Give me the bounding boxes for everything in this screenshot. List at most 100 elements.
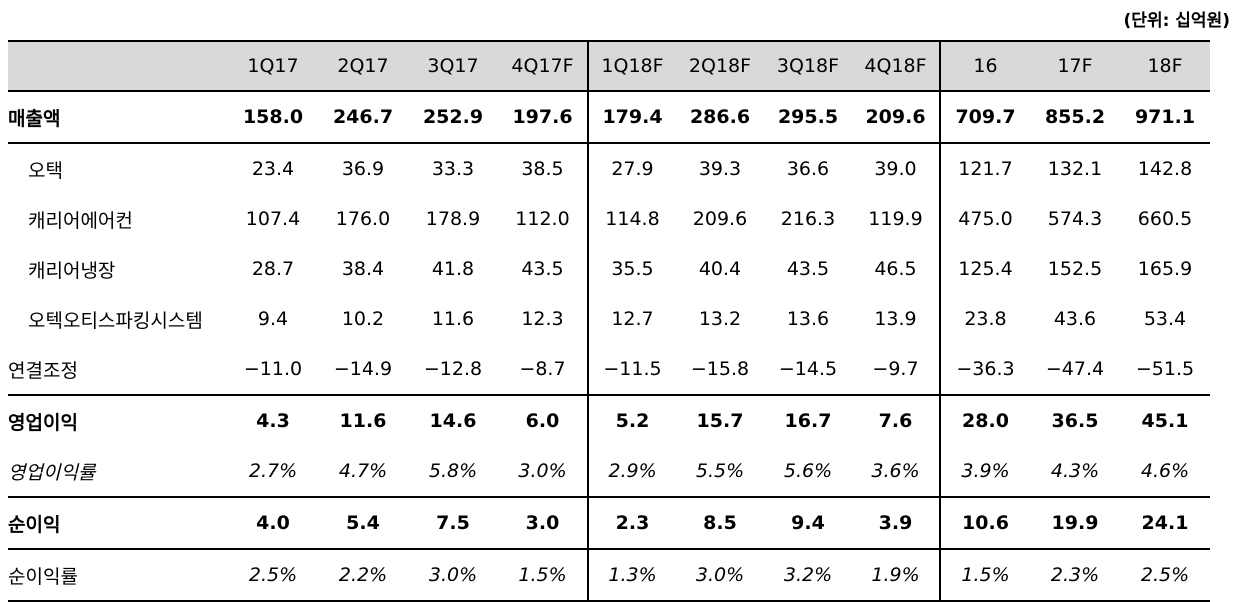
table-row-otis-parking: 오텍오티스파킹시스템 9.4 10.2 11.6 12.3 12.7 13.2 …: [8, 294, 1210, 344]
table-cell: 855.2: [1044, 106, 1106, 128]
table-cell: 178.9: [425, 208, 481, 230]
table-cell: 46.5: [874, 258, 917, 280]
table-cell: −11.0: [243, 358, 303, 380]
table-cell: 5.5%: [695, 460, 745, 482]
table-cell: −11.5: [587, 344, 676, 395]
table-row-net-margin: 순이익률 2.5% 2.2% 3.0% 1.5% 1.3% 3.0% 3.2% …: [8, 548, 1210, 602]
table-cell: −9.7: [872, 358, 919, 380]
table-cell: 14.6: [408, 394, 498, 446]
table-cell: 197.6: [512, 106, 573, 128]
table-cell: 43.5: [521, 258, 564, 280]
table-cell: 252.9: [422, 106, 484, 128]
table-cell: 1.3%: [587, 548, 676, 602]
table-cell: 152.5: [1047, 258, 1103, 280]
table-cell: 28.0: [939, 394, 1030, 446]
table-row-carrier-aircon: 캐리어에어컨 107.4 176.0 178.9 112.0 114.8 209…: [8, 194, 1210, 244]
table-cell: −8.7: [519, 358, 566, 380]
row-label: 캐리어에어컨: [28, 209, 133, 232]
table-row-carrier-refrigeration: 캐리어냉장 28.7 38.4 41.8 43.5 35.5 40.4 43.5…: [8, 244, 1210, 294]
table-cell: 7.5: [408, 496, 498, 549]
table-cell: 11.6: [318, 394, 408, 446]
table-cell: 216.3: [780, 208, 836, 230]
table-cell: 3.0%: [518, 460, 567, 482]
table-cell: 38.5: [498, 142, 588, 194]
table-row-operating-margin: 영업이익률 2.7% 4.7% 5.8% 3.0% 2.9% 5.5% 5.6%…: [8, 446, 1210, 497]
table-cell: 13.9: [874, 308, 917, 330]
row-label: 순이익률: [8, 548, 228, 602]
table-cell: 2.9%: [587, 446, 676, 497]
column-header: 16: [939, 40, 1030, 92]
table-cell: 11.6: [431, 308, 475, 330]
table-cell: 4.3: [228, 394, 318, 446]
table-cell: 114.8: [587, 194, 676, 244]
table-cell: 3.9: [852, 496, 940, 549]
table-cell: 286.6: [689, 106, 751, 128]
table-cell: 12.7: [587, 294, 676, 344]
table-cell: 35.5: [587, 244, 676, 294]
table-cell: 2.3%: [1030, 548, 1120, 602]
table-cell: 4.0: [228, 496, 318, 549]
table-cell: 23.4: [228, 142, 318, 194]
table-cell: 23.8: [939, 294, 1030, 344]
table-cell: 38.4: [341, 258, 385, 280]
table-cell: 15.7: [676, 394, 764, 446]
row-label: 매출액: [8, 107, 61, 130]
table-cell: −12.8: [423, 358, 483, 380]
row-label: 순이익: [8, 496, 228, 549]
table-row-operating-profit: 영업이익 4.3 11.6 14.6 6.0 5.2 15.7 16.7 7.6…: [8, 394, 1210, 446]
table-cell: 16.7: [764, 394, 852, 446]
table-cell: 10.2: [341, 308, 385, 330]
table-row-net-income: 순이익 4.0 5.4 7.5 3.0 2.3 8.5 9.4 3.9 10.6…: [8, 496, 1210, 549]
column-header: 1Q18F: [587, 40, 676, 92]
table-cell: 142.8: [1120, 142, 1210, 194]
table-cell: 179.4: [587, 91, 676, 143]
table-cell: −14.5: [778, 358, 838, 380]
table-cell: 2.5%: [228, 548, 318, 602]
table-cell: 246.7: [332, 106, 394, 128]
table-cell: 107.4: [245, 208, 301, 230]
table-cell: 1.9%: [852, 548, 940, 602]
header-corner: [8, 40, 228, 92]
table-cell: 19.9: [1030, 496, 1120, 549]
table-cell: −36.3: [939, 344, 1030, 395]
table-cell: −14.9: [333, 358, 393, 380]
unit-label: (단위: 십억원): [1123, 11, 1230, 31]
table-cell: 132.1: [1030, 142, 1120, 194]
column-header: 3Q17: [408, 40, 498, 92]
table-cell: 209.6: [692, 208, 748, 230]
table-row-revenue: 매출액 158.0 246.7 252.9 197.6 179.4 286.6 …: [8, 91, 1210, 143]
table-cell: 8.5: [676, 496, 764, 549]
table-cell: 53.4: [1143, 308, 1187, 330]
table-cell: 27.9: [587, 142, 676, 194]
table-cell: 2.5%: [1120, 548, 1210, 602]
column-header: 2Q18F: [676, 40, 764, 92]
row-label: 오텍오티스파킹시스템: [28, 309, 203, 332]
table-cell: 574.3: [1047, 208, 1103, 230]
table-cell: 10.6: [939, 496, 1030, 549]
table-cell: 2.3: [587, 496, 676, 549]
header-row: 1Q17 2Q17 3Q17 4Q17F 1Q18F 2Q18F 3Q18F 4…: [8, 40, 1210, 92]
table-cell: 43.6: [1053, 308, 1097, 330]
table-cell: 158.0: [242, 106, 304, 128]
table-cell: 209.6: [865, 106, 926, 128]
column-header: 4Q17F: [498, 40, 588, 92]
table-cell: 4.6%: [1140, 460, 1190, 482]
column-header: 17F: [1030, 40, 1120, 92]
table-cell: −51.5: [1135, 358, 1195, 380]
table-cell: 2.7%: [248, 460, 298, 482]
table-cell: 36.6: [764, 142, 852, 194]
table-row-otak: 오택 23.4 36.9 33.3 38.5 27.9 39.3 36.6 39…: [8, 142, 1210, 194]
table-cell: 3.0%: [408, 548, 498, 602]
table-cell: 45.1: [1120, 394, 1210, 446]
table-cell: 5.8%: [428, 460, 478, 482]
row-label: 캐리어냉장: [28, 259, 116, 282]
column-header: 3Q18F: [764, 40, 852, 92]
table-cell: 165.9: [1137, 258, 1193, 280]
table-row-consolidation-adjustment: 연결조정 −11.0 −14.9 −12.8 −8.7 −11.5 −15.8 …: [8, 344, 1210, 395]
financial-table: 1Q17 2Q17 3Q17 4Q17F 1Q18F 2Q18F 3Q18F 4…: [8, 40, 1210, 602]
table-cell: 43.5: [786, 258, 830, 280]
table-cell: 36.9: [318, 142, 408, 194]
table-cell: 1.5%: [498, 548, 588, 602]
column-header: 1Q17: [228, 40, 318, 92]
table-cell: 9.4: [257, 308, 289, 330]
